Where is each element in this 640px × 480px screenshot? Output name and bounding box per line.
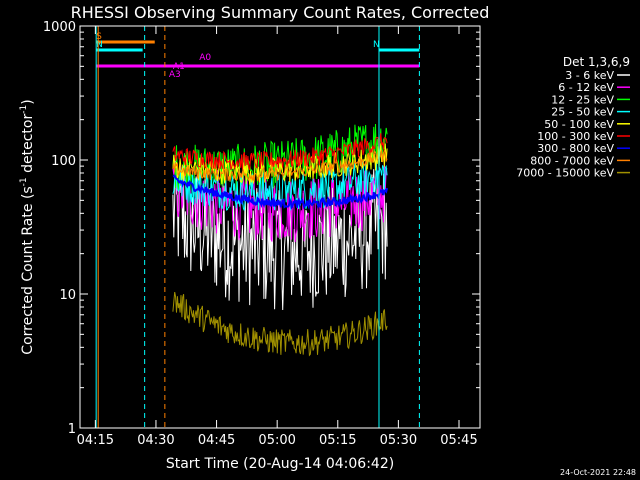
series-line-5 bbox=[172, 133, 388, 171]
legend-title: Det 1,3,6,9 bbox=[563, 55, 630, 69]
chart-title: RHESSI Observing Summary Count Rates, Co… bbox=[71, 3, 490, 22]
y-tick-label-2: 100 bbox=[51, 154, 76, 169]
legend-entry-5: 100 - 300 keV bbox=[537, 130, 614, 143]
legend-entry-6: 300 - 800 keV bbox=[537, 142, 614, 155]
legend-entry-2: 12 - 25 keV bbox=[551, 93, 614, 106]
series-line-7 bbox=[172, 149, 388, 182]
attenuator-label-1: A0 bbox=[199, 53, 211, 63]
series-line-0 bbox=[172, 155, 388, 311]
x-tick-label-6: 05:45 bbox=[440, 433, 477, 448]
legend-entry-7: 800 - 7000 keV bbox=[530, 154, 614, 167]
flag-label-2: N bbox=[373, 40, 380, 50]
attenuator-label-2: A3 bbox=[169, 70, 181, 80]
x-tick-label-1: 04:30 bbox=[137, 433, 174, 448]
legend-entry-4: 50 - 100 keV bbox=[544, 118, 614, 131]
x-tick-label-4: 05:15 bbox=[319, 433, 356, 448]
plot-frame bbox=[79, 25, 481, 429]
series-layer bbox=[172, 123, 389, 357]
legend-entry-3: 25 - 50 keV bbox=[551, 106, 614, 119]
y-axis-label: Corrected Count Rate (s-1 detector-1) bbox=[19, 99, 36, 354]
footer-timestamp: 24-Oct-2021 22:48 bbox=[560, 468, 636, 477]
x-tick-label-5: 05:30 bbox=[380, 433, 417, 448]
legend-entry-8: 7000 - 15000 keV bbox=[516, 167, 614, 180]
x-tick-label-2: 04:45 bbox=[198, 433, 235, 448]
flag-label-0: S bbox=[96, 32, 102, 42]
vline-layer bbox=[95, 26, 420, 428]
x-tick-label-0: 04:15 bbox=[77, 433, 114, 448]
y-tick-label-0: 1 bbox=[68, 422, 76, 437]
series-line-3 bbox=[172, 157, 388, 211]
legend-entry-1: 6 - 12 keV bbox=[558, 81, 614, 94]
y-tick-label-3: 1000 bbox=[43, 20, 76, 35]
flag-label-1: N bbox=[96, 40, 103, 50]
x-axis-label: Start Time (20-Aug-14 04:06:42) bbox=[166, 456, 394, 472]
series-line-8 bbox=[172, 292, 388, 357]
axis-layer: 04:15 04:30 04:45 05:00 05:15 05:30 05:45 1 10 10… bbox=[43, 20, 480, 448]
legend-entry-0: 3 - 6 keV bbox=[565, 69, 614, 82]
series-line-6 bbox=[172, 174, 389, 211]
x-tick-label-3: 05:00 bbox=[258, 433, 295, 448]
y-tick-label-1: 10 bbox=[59, 288, 76, 303]
attenuator-label-0: A1 bbox=[173, 62, 185, 72]
